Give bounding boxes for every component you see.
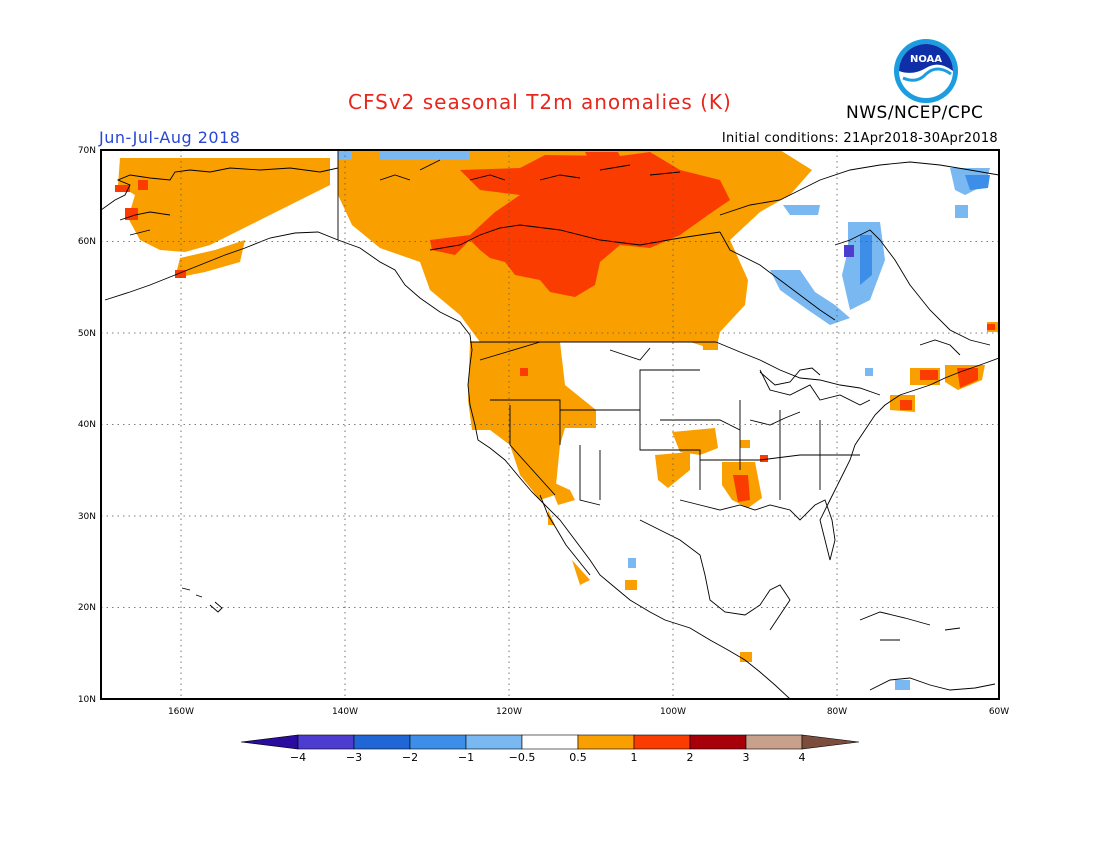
lat-label: 60N <box>78 237 96 247</box>
chart-title: CFSv2 seasonal T2m anomalies (K) <box>348 90 732 114</box>
colorbar: −4 −3 −2 −1 −0.5 0.5 1 2 3 4 <box>240 734 860 764</box>
lon-label: 80W <box>827 707 847 717</box>
colorbar-high-arrow <box>801 734 860 750</box>
colorbar-label: −0.5 <box>509 751 536 764</box>
colorbar-label: −1 <box>458 751 474 764</box>
colorbar-segment <box>745 734 803 750</box>
colorbar-segment <box>353 734 411 750</box>
lon-label: 100W <box>660 707 686 717</box>
initial-conditions-label: Initial conditions: 21Apr2018-30Apr2018 <box>721 131 998 146</box>
colorbar-segment <box>521 734 579 750</box>
season-label: Jun-Jul-Aug 2018 <box>99 128 241 147</box>
colorbar-segment <box>409 734 467 750</box>
colorbar-segment <box>689 734 747 750</box>
lat-label: 10N <box>78 695 96 705</box>
longitude-labels: 160W 140W 120W 100W 80W 60W <box>168 707 1009 717</box>
graticule <box>101 150 999 699</box>
lat-label: 30N <box>78 512 96 522</box>
lat-label: 50N <box>78 329 96 339</box>
lon-label: 120W <box>496 707 522 717</box>
colorbar-label: −2 <box>402 751 418 764</box>
lon-label: 160W <box>168 707 194 717</box>
lon-label: 60W <box>989 707 1009 717</box>
noaa-logo: NOAA <box>894 39 958 103</box>
colorbar-label: 0.5 <box>569 751 587 764</box>
colorbar-segment <box>577 734 635 750</box>
lat-label: 70N <box>78 146 96 156</box>
colorbar-label: 4 <box>799 751 806 764</box>
colorbar-segment <box>465 734 523 750</box>
colorbar-segment <box>297 734 355 750</box>
agency-label: NWS/NCEP/CPC <box>846 103 984 123</box>
svg-text:NOAA: NOAA <box>910 54 942 65</box>
colorbar-label: −4 <box>290 751 306 764</box>
colorbar-label: 1 <box>631 751 638 764</box>
lon-label: 140W <box>332 707 358 717</box>
colorbar-low-arrow <box>240 734 299 750</box>
coastlines <box>101 150 999 699</box>
colorbar-label: 2 <box>687 751 694 764</box>
colorbar-label: 3 <box>743 751 750 764</box>
anomaly-shading <box>115 150 999 690</box>
lat-label: 20N <box>78 603 96 613</box>
colorbar-segment <box>633 734 691 750</box>
lat-label: 40N <box>78 420 96 430</box>
colorbar-label: −3 <box>346 751 362 764</box>
map-frame <box>100 149 1000 700</box>
latitude-labels: 70N 60N 50N 40N 30N 20N 10N <box>78 146 96 705</box>
